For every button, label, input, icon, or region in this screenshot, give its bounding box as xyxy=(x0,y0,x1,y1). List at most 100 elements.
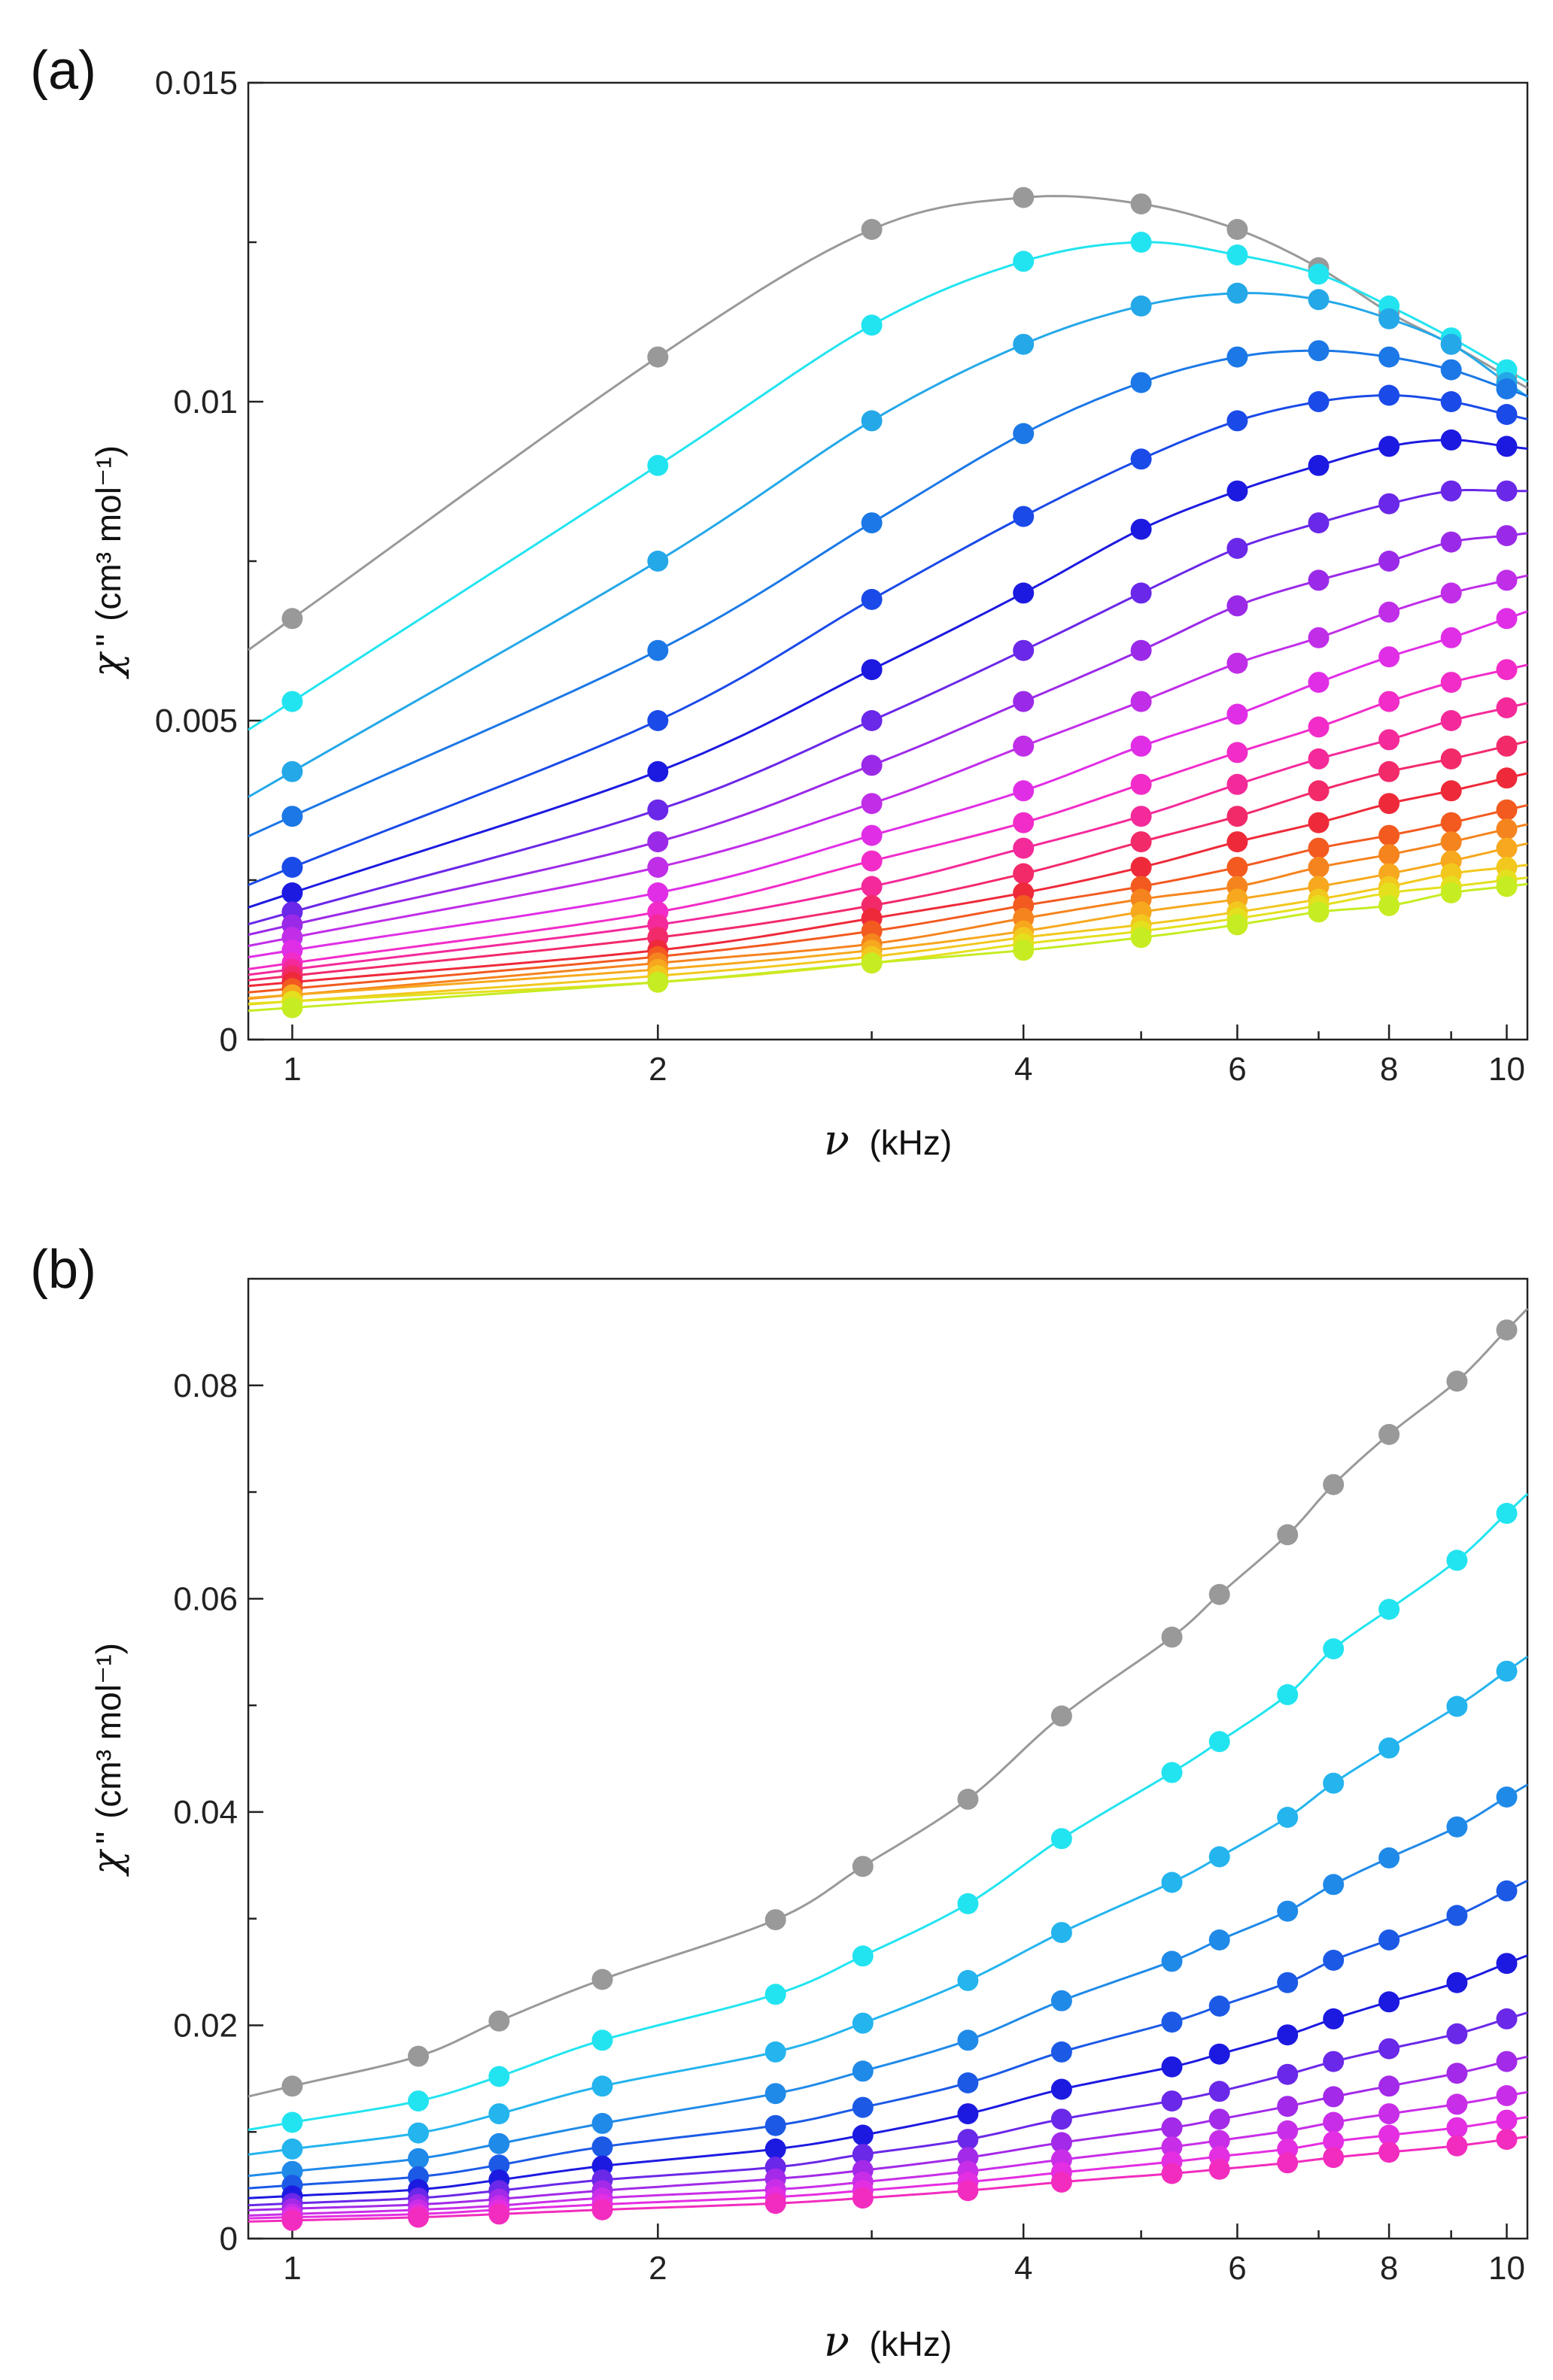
data-point-series-7 xyxy=(1496,480,1518,502)
data-point-series-6 xyxy=(1013,582,1035,604)
fit-curve-series-16 xyxy=(248,823,1528,1000)
data-point-series-10 xyxy=(1496,2109,1518,2131)
data-point-series-9 xyxy=(1378,601,1400,623)
data-point-series-9 xyxy=(1446,2093,1468,2115)
data-point-series-20 xyxy=(1378,894,1400,916)
data-point-series-5 xyxy=(764,2114,786,2136)
data-point-series-10 xyxy=(1226,703,1248,725)
data-point-series-9 xyxy=(861,793,883,815)
x-tick-label: 8 xyxy=(1380,1051,1398,1088)
data-point-series-3 xyxy=(488,2103,510,2125)
data-point-series-5 xyxy=(1496,1880,1518,1902)
data-point-series-3 xyxy=(1277,1807,1299,1828)
data-point-series-8 xyxy=(1013,691,1035,712)
data-point-series-3 xyxy=(1226,282,1248,304)
data-point-series-20 xyxy=(1130,927,1152,949)
data-point-series-11 xyxy=(1277,2152,1299,2174)
data-point-series-6 xyxy=(1378,1991,1400,2013)
data-point-series-4 xyxy=(764,2083,786,2105)
data-point-series-2 xyxy=(408,2090,429,2112)
data-point-series-1 xyxy=(957,1788,979,1810)
data-point-series-10 xyxy=(1378,646,1400,668)
x-tick-label: 4 xyxy=(1014,2250,1032,2287)
data-point-series-1 xyxy=(1050,1705,1072,1727)
data-point-series-6 xyxy=(1440,429,1462,451)
data-point-series-2 xyxy=(1446,1550,1468,1571)
data-point-series-9 xyxy=(1496,569,1518,591)
data-point-series-7 xyxy=(1308,512,1330,534)
data-point-series-11 xyxy=(1446,2135,1468,2157)
data-point-series-1 xyxy=(861,219,883,240)
data-point-series-9 xyxy=(1208,2130,1230,2151)
data-point-series-10 xyxy=(1440,627,1462,648)
data-point-series-8 xyxy=(647,831,669,853)
data-point-series-14 xyxy=(1308,812,1330,833)
data-point-series-11 xyxy=(1050,2171,1072,2193)
data-point-series-3 xyxy=(1013,333,1035,355)
data-point-series-5 xyxy=(852,2096,874,2118)
data-point-series-14 xyxy=(1378,793,1400,815)
data-point-series-1 xyxy=(1378,1424,1400,1445)
data-point-series-7 xyxy=(1226,538,1248,559)
data-point-series-1 xyxy=(1323,1474,1345,1495)
data-point-series-2 xyxy=(1208,1731,1230,1753)
data-point-series-1 xyxy=(1161,1626,1183,1648)
data-point-series-4 xyxy=(1013,423,1035,445)
fit-curve-series-11 xyxy=(248,663,1528,970)
data-point-series-8 xyxy=(1161,2117,1183,2139)
panel-a: (a) 0 0.005 0.01 0.015 1 2 4 6 8 10 ν (kHz) χ ''… xyxy=(30,41,1529,1165)
data-point-series-8 xyxy=(1277,2096,1299,2117)
panel-b-y-ticks: 0 0.02 0.04 0.06 0.08 xyxy=(173,1368,263,2257)
data-point-series-1 xyxy=(1130,193,1152,215)
data-point-series-2 xyxy=(861,314,883,336)
fit-curve-series-10 xyxy=(248,610,1528,958)
data-point-series-2 xyxy=(1323,1638,1345,1659)
panel-b-label: (b) xyxy=(30,1240,96,1300)
data-point-series-5 xyxy=(281,857,303,878)
data-point-series-12 xyxy=(861,876,883,897)
data-point-series-1 xyxy=(764,1909,786,1931)
data-point-series-4 xyxy=(408,2148,429,2169)
panel-b-x-axis-unit: (kHz) xyxy=(869,2324,952,2363)
data-point-series-14 xyxy=(1440,780,1462,802)
data-point-series-8 xyxy=(1378,2075,1400,2097)
panel-b-x-ticks: 1 2 4 6 8 10 xyxy=(283,2224,1525,2287)
data-point-series-11 xyxy=(861,850,883,872)
data-point-series-7 xyxy=(1050,2108,1072,2130)
data-point-series-6 xyxy=(861,659,883,681)
data-point-series-2 xyxy=(281,2111,303,2133)
data-point-series-11 xyxy=(764,2193,786,2215)
data-point-series-9 xyxy=(647,857,669,878)
data-point-series-2 xyxy=(1226,244,1248,266)
data-point-series-7 xyxy=(957,2129,979,2151)
data-point-series-2 xyxy=(1496,1502,1518,1524)
data-point-series-11 xyxy=(1130,773,1152,795)
data-point-series-5 xyxy=(1440,391,1462,412)
data-point-series-9 xyxy=(1130,691,1152,712)
data-point-series-12 xyxy=(1440,710,1462,731)
panel-b-y-axis-title: χ '' (cm³ mol⁻¹) xyxy=(85,1643,130,1878)
data-point-series-10 xyxy=(1323,2131,1345,2152)
data-point-series-6 xyxy=(957,2103,979,2125)
panel-a-y-axis-prime: '' xyxy=(89,633,128,647)
data-point-series-9 xyxy=(1378,2103,1400,2125)
data-point-series-6 xyxy=(764,2138,786,2160)
data-point-series-11 xyxy=(1308,716,1330,738)
data-point-series-10 xyxy=(861,824,883,846)
data-point-series-11 xyxy=(488,2203,510,2225)
data-point-series-13 xyxy=(1378,760,1400,782)
data-point-series-4 xyxy=(1208,1929,1230,1950)
data-point-series-5 xyxy=(1323,1950,1345,1971)
panel-b: (b) 0 0.02 0.04 0.06 0.08 1 2 4 6 8 10 ν (kHz) χ … xyxy=(30,1240,1529,2366)
data-point-series-4 xyxy=(861,512,883,534)
x-tick-label: 2 xyxy=(649,2250,667,2287)
x-tick-label: 4 xyxy=(1014,1051,1032,1088)
data-point-series-13 xyxy=(1130,831,1152,853)
data-point-series-8 xyxy=(1050,2132,1072,2154)
data-point-series-3 xyxy=(852,2012,874,2034)
panel-a-x-axis-title: ν (kHz) xyxy=(824,1116,952,1165)
data-point-series-8 xyxy=(1440,531,1462,553)
panel-a-x-axis-symbol: ν xyxy=(824,1116,849,1165)
data-point-series-14 xyxy=(1130,857,1152,878)
fit-curve-series-1 xyxy=(248,1307,1529,2098)
